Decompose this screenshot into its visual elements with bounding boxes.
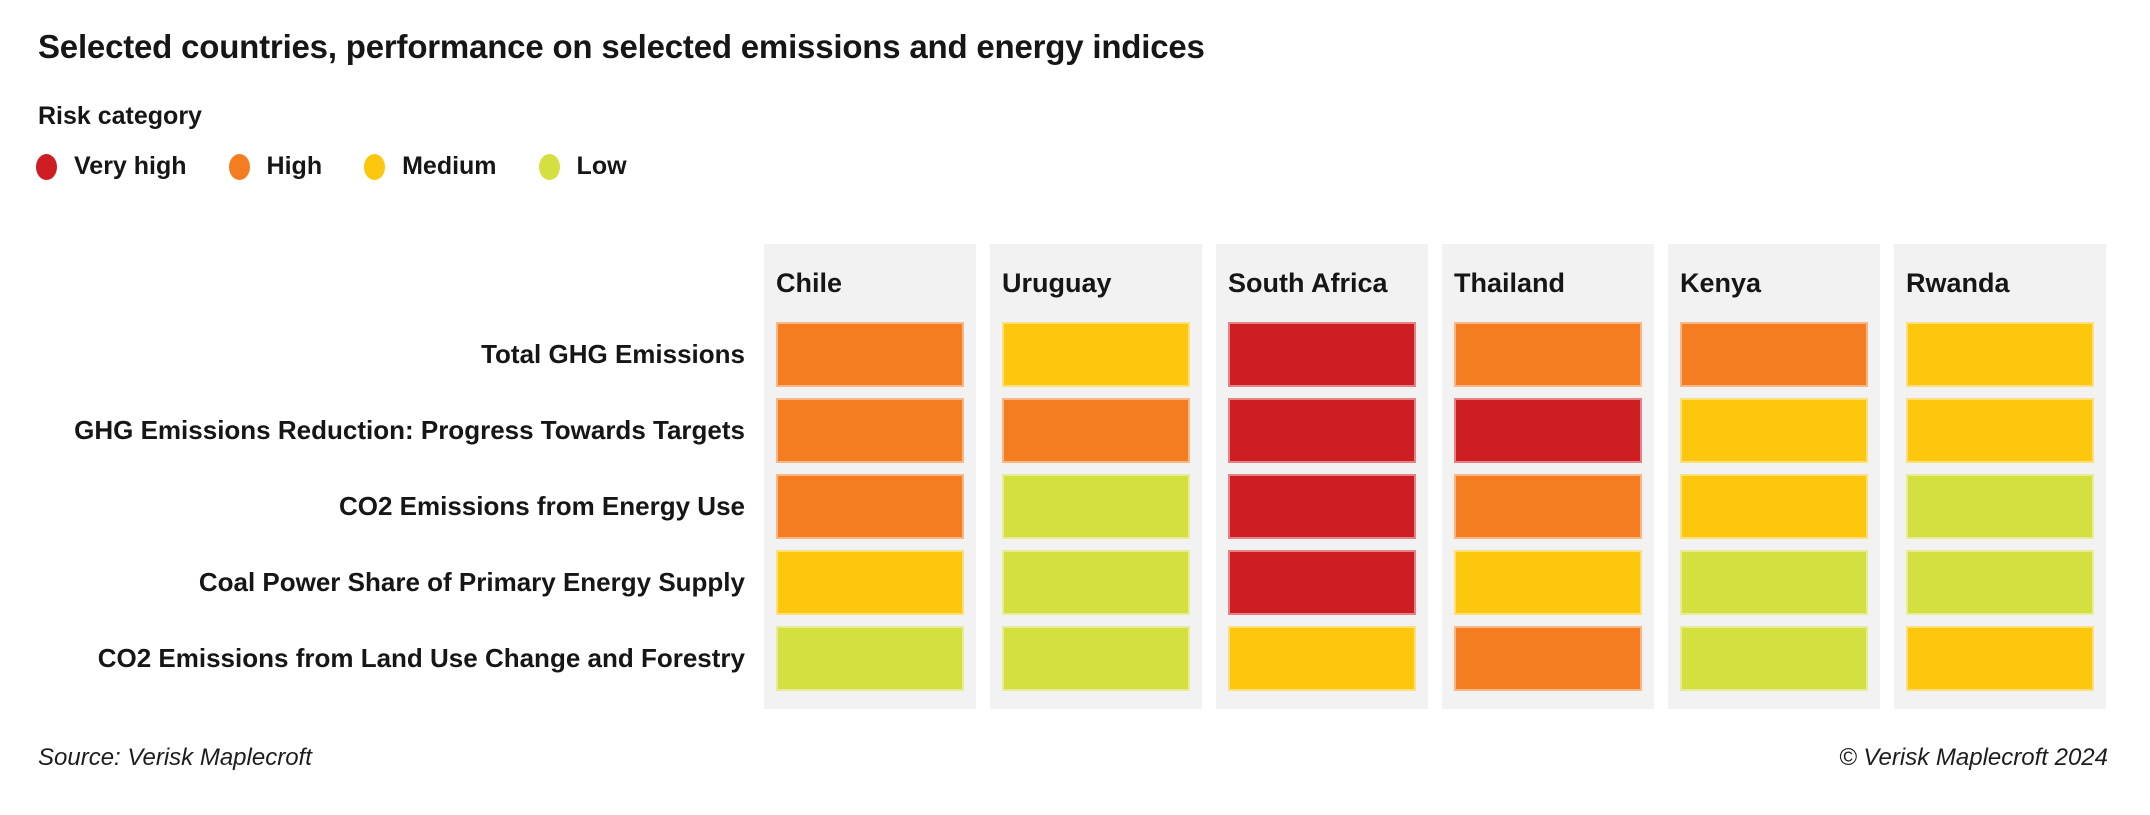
risk-legend: Very high High Medium Low [36,152,627,181]
risk-cell-kenya-row1 [1680,322,1868,387]
legend-item-low: Low [538,152,627,181]
row-label-ghg-emissions-reduction-progress-towards-targets: GHG Emissions Reduction: Progress Toward… [74,415,745,445]
legend-dot-medium-icon [364,153,386,180]
copyright-note: © Verisk Maplecroft 2024 [1839,744,2108,771]
legend-title: Risk category [38,102,202,130]
chart-title: Selected countries, performance on selec… [38,28,1205,65]
risk-cell-south-africa-row4 [1228,550,1416,615]
risk-cell-rwanda-row5 [1906,626,2094,691]
risk-cell-chile-row5 [776,626,964,691]
risk-cell-chile-row1 [776,322,964,387]
legend-label: High [266,152,323,180]
country-panel-rwanda: Rwanda [1894,244,2106,709]
country-header-rwanda: Rwanda [1906,267,2010,298]
risk-cell-uruguay-row5 [1002,626,1190,691]
risk-cell-thailand-row5 [1454,626,1642,691]
risk-cell-south-africa-row3 [1228,474,1416,539]
country-panel-south-africa: South Africa [1216,244,1428,709]
risk-cell-south-africa-row2 [1228,398,1416,463]
risk-cell-rwanda-row2 [1906,398,2094,463]
row-labels-column: Total GHG Emissions GHG Emissions Reducti… [0,244,750,709]
risk-cell-thailand-row1 [1454,322,1642,387]
legend-dot-very-high-icon [36,153,57,180]
chart-footer: Source: Verisk Maplecroft © Verisk Maple… [38,744,2108,772]
risk-cell-thailand-row3 [1454,474,1642,539]
risk-cell-kenya-row4 [1680,550,1868,615]
legend-dot-low-icon [538,153,560,180]
risk-cell-south-africa-row1 [1228,322,1416,387]
risk-cell-kenya-row3 [1680,474,1868,539]
risk-cell-kenya-row2 [1680,398,1868,463]
risk-cell-rwanda-row1 [1906,322,2094,387]
row-label-total-ghg-emissions: Total GHG Emissions [481,339,745,369]
country-header-south-africa: South Africa [1228,267,1388,298]
legend-item-medium: Medium [364,152,497,181]
legend-label: Low [576,152,627,180]
risk-cell-rwanda-row4 [1906,550,2094,615]
risk-cell-uruguay-row4 [1002,550,1190,615]
country-panel-thailand: Thailand [1442,244,1654,709]
risk-cell-uruguay-row2 [1002,398,1190,463]
country-header-uruguay: Uruguay [1002,267,1112,298]
row-label-co2-emissions-from-land-use-change-and-forestry: CO2 Emissions from Land Use Change and F… [97,643,745,673]
risk-cell-chile-row4 [776,550,964,615]
risk-cell-rwanda-row3 [1906,474,2094,539]
heatmap-grid: Total GHG Emissions GHG Emissions Reducti… [0,244,2106,709]
row-label-co2-emissions-from-energy-use: CO2 Emissions from Energy Use [338,491,745,521]
legend-label: Very high [74,152,187,180]
legend-label: Medium [402,152,497,180]
risk-cell-chile-row3 [776,474,964,539]
country-panel-chile: Chile [764,244,976,709]
country-panel-uruguay: Uruguay [990,244,1202,709]
country-header-kenya: Kenya [1680,267,1762,298]
risk-cell-thailand-row2 [1454,398,1642,463]
country-panel-kenya: Kenya [1668,244,1880,709]
risk-cell-kenya-row5 [1680,626,1868,691]
legend-dot-high-icon [228,153,250,180]
legend-item-high: High [228,152,323,181]
source-note: Source: Verisk Maplecroft [38,744,312,771]
risk-cell-chile-row2 [776,398,964,463]
risk-cell-thailand-row4 [1454,550,1642,615]
risk-cell-uruguay-row1 [1002,322,1190,387]
country-header-thailand: Thailand [1454,267,1566,298]
risk-cell-uruguay-row3 [1002,474,1190,539]
risk-cell-south-africa-row5 [1228,626,1416,691]
country-header-chile: Chile [776,267,843,298]
legend-item-very-high: Very high [36,152,187,181]
row-label-coal-power-share-of-primary-energy-supply: Coal Power Share of Primary Energy Suppl… [198,567,745,597]
